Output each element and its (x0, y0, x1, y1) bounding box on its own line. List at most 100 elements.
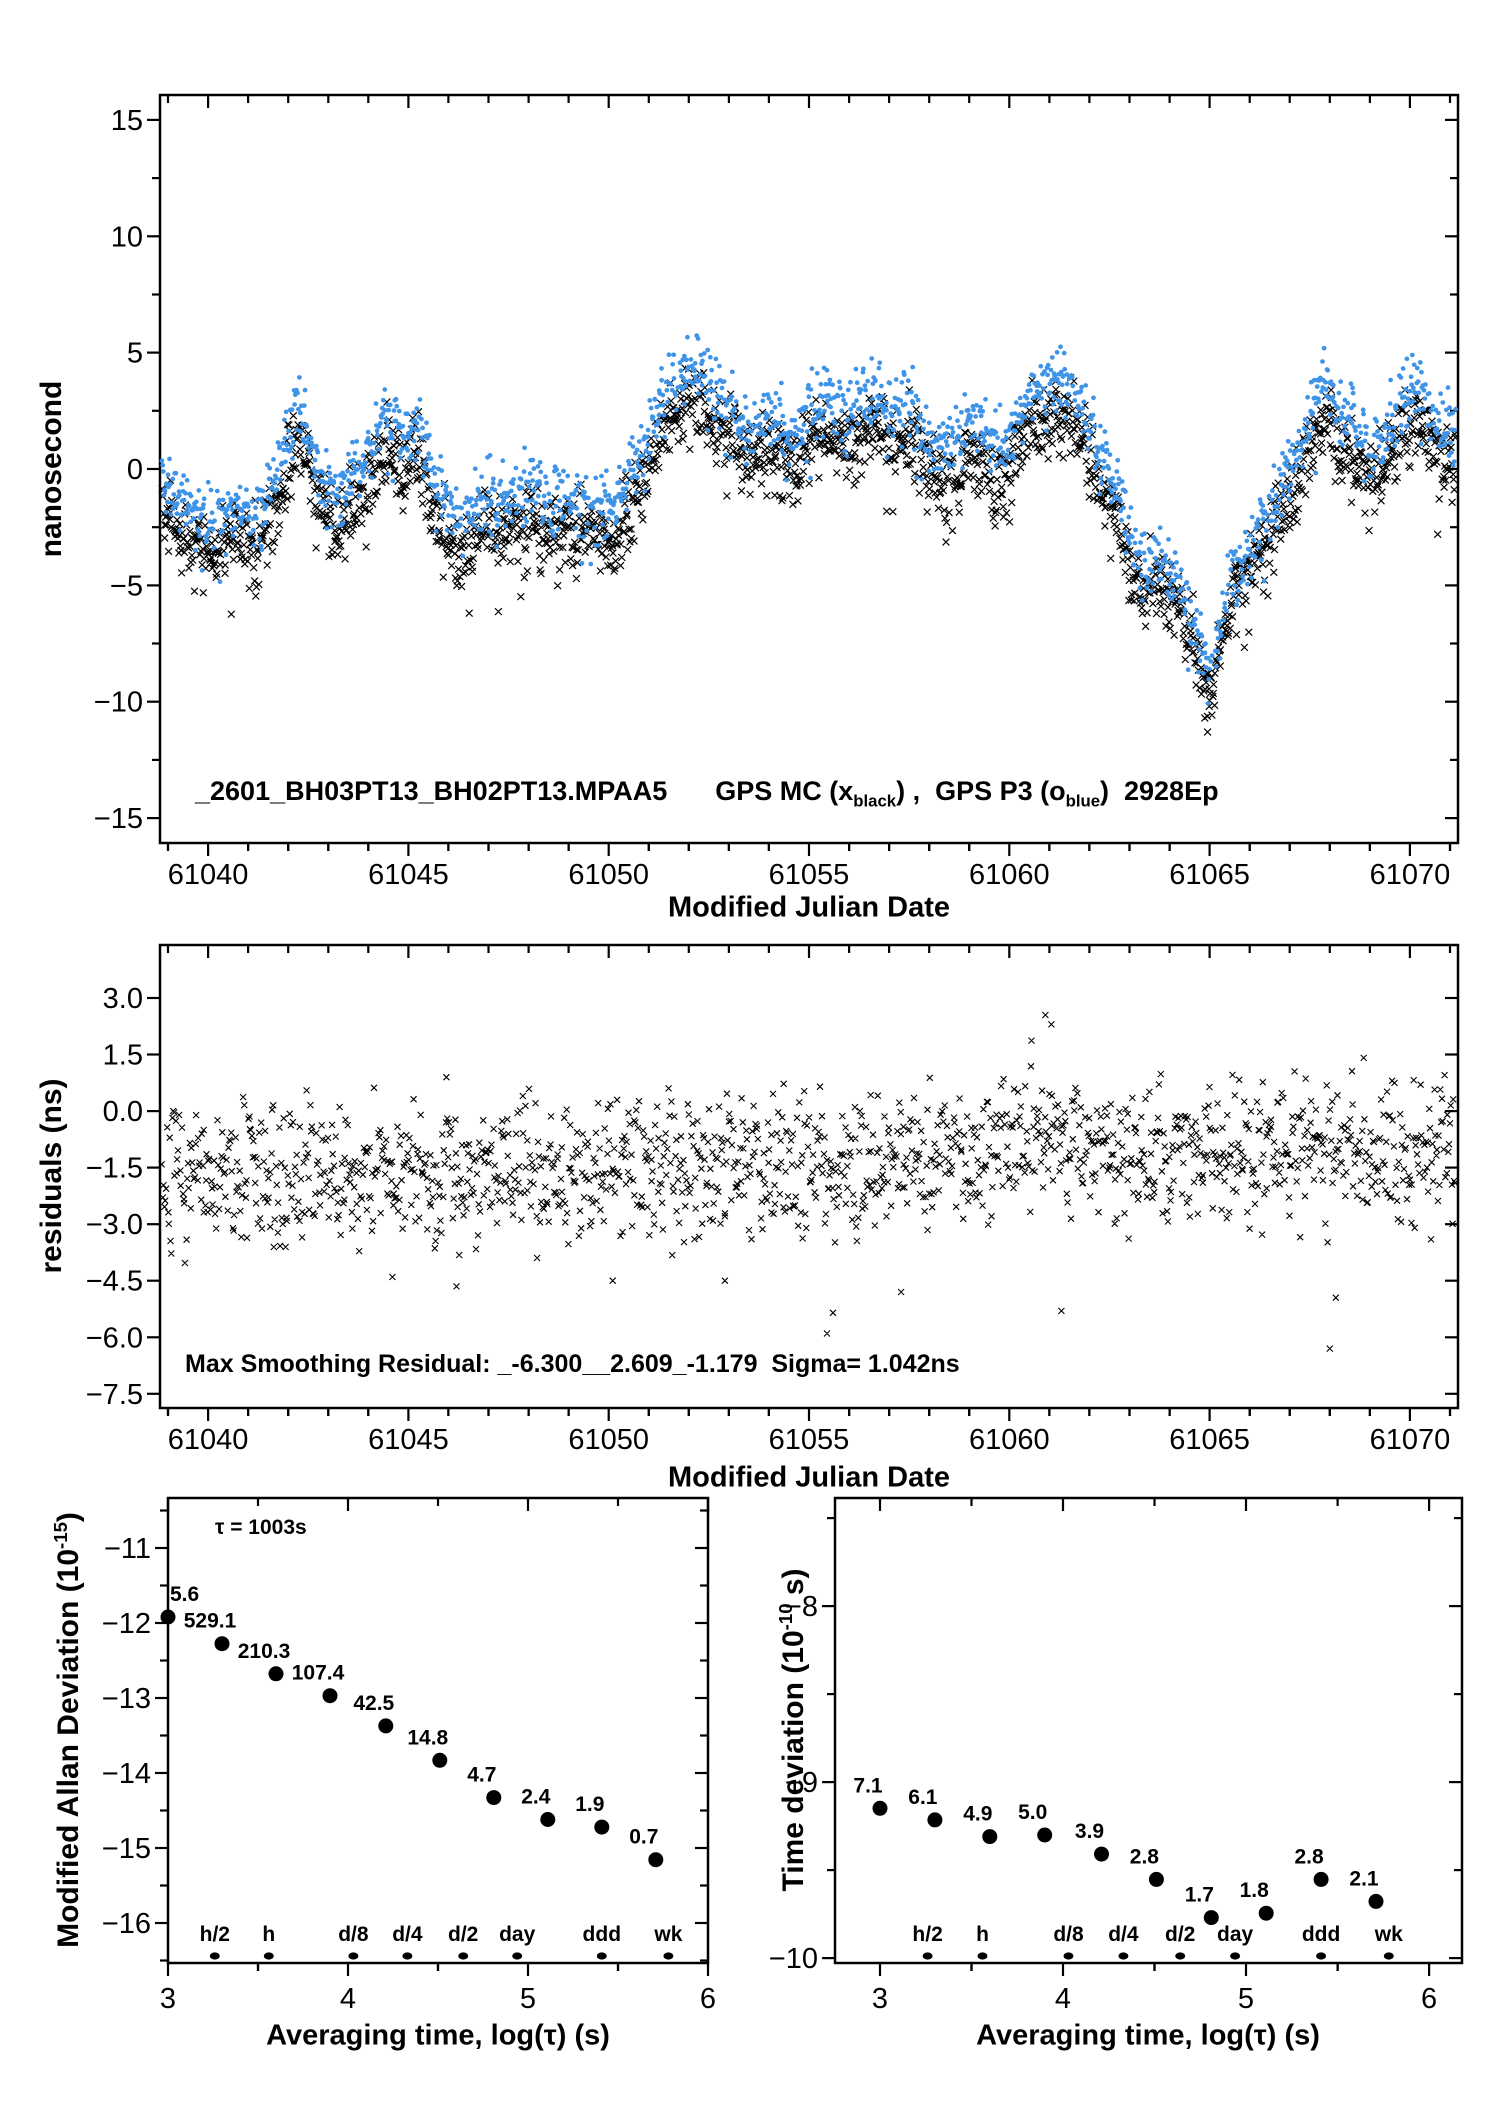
mdev-tau-marker (512, 1952, 523, 1960)
mdev-data-point (378, 1718, 394, 1734)
residuals-xtick-label: 61045 (368, 1424, 449, 1456)
mdev-tau-marker (596, 1952, 607, 1960)
tdev-tau-marker (1118, 1952, 1129, 1960)
tdev-data-point (927, 1812, 943, 1828)
tdev-value-label: 6.1 (908, 1786, 938, 1809)
tdev-tau-label: d/2 (1165, 1923, 1195, 1946)
tdev-tau-label: day (1217, 1923, 1254, 1946)
tdev-tau-label: h/2 (912, 1923, 942, 1946)
mdev-tau-label: ddd (583, 1923, 621, 1946)
phase-ytick-label: 0 (127, 454, 143, 486)
tdev-xlabel: Averaging time, log(τ) (s) (976, 2019, 1320, 2052)
mdev-ytick-label: −14 (102, 1758, 151, 1790)
tdev-tau-label: d/4 (1108, 1923, 1139, 1946)
mdev-tau-label: d/4 (392, 1923, 423, 1946)
top-ylabel: nanosecond (35, 380, 68, 558)
mdev-xtick-label: 3 (160, 1983, 176, 2015)
tdev-data-point (872, 1800, 888, 1816)
mdev-data-point (540, 1812, 556, 1827)
phase-xtick-label: 61055 (769, 859, 850, 891)
mdev-value-label: 0.7 (629, 1826, 658, 1849)
phase-ytick-label: 10 (111, 221, 143, 253)
tdev-data-point (1094, 1846, 1109, 1862)
mdev-value-label: 2.4 (521, 1786, 551, 1809)
phase-ytick-label: −5 (110, 570, 143, 602)
residuals-xtick-label: 61050 (568, 1424, 649, 1456)
phase-blue-dot-series (159, 333, 1459, 706)
tdev-value-label: 1.7 (1185, 1884, 1214, 1907)
tdev-data-point (982, 1829, 998, 1845)
mdev-data-point (322, 1688, 338, 1704)
tdev-data-point (1148, 1871, 1164, 1887)
tdev-tau-marker (1316, 1952, 1327, 1960)
residuals-ytick-label: −6.0 (86, 1322, 143, 1354)
tdev-value-label: 2.8 (1294, 1845, 1324, 1868)
tdev-xtick-label: 3 (872, 1983, 888, 2015)
smoothing-stats-text: Max Smoothing Residual: _-6.300__2.609_-… (185, 1350, 960, 1378)
top-panel-title: _2601_BH03PT13_BH02PT13.MPAA5 GPS MC (xbl… (195, 776, 1219, 811)
tdev-tau-marker (1175, 1952, 1186, 1960)
tdev-data-point (1313, 1871, 1329, 1887)
residuals-xtick-label: 61065 (1169, 1424, 1250, 1456)
mdev-tau-marker (458, 1952, 469, 1960)
mdev-data-point (594, 1819, 610, 1835)
tdev-xtick-label: 4 (1055, 1983, 1071, 2015)
tdev-value-label: 4.9 (963, 1803, 992, 1826)
mdev-xlabel: Averaging time, log(τ) (s) (266, 2019, 610, 2052)
residuals-xtick-label: 61070 (1370, 1424, 1451, 1456)
mdev-xtick-label: 5 (520, 1983, 536, 2015)
dataset-name: _2601_BH03PT13_BH02PT13.MPAA5 (195, 776, 668, 806)
residuals-ytick-label: −1.5 (86, 1153, 143, 1185)
tdev-value-label: 1.8 (1240, 1879, 1270, 1902)
tdev-tau-marker (1383, 1952, 1394, 1960)
mdev-tau-label: wk (653, 1923, 682, 1946)
mdev-ytick-label: −15 (102, 1833, 151, 1865)
tdev-xtick-label: 6 (1421, 1983, 1437, 2015)
phase-xtick-label: 61060 (969, 859, 1050, 891)
tdev-data-point (1037, 1827, 1053, 1843)
residuals-xlabel: Modified Julian Date (668, 1461, 950, 1494)
mdev-data-point (432, 1752, 448, 1768)
tdev-tau-label: h (976, 1923, 989, 1946)
phase-xtick-label: 61070 (1370, 859, 1451, 891)
tdev-ylabel: Time deviation (10-10 s) (775, 1568, 810, 1892)
mdev-value-label: 14.8 (407, 1726, 448, 1749)
mdev-data-point (214, 1636, 230, 1652)
mdev-tau-marker (263, 1952, 274, 1960)
residuals-xtick-label: 61060 (969, 1424, 1050, 1456)
mdev-value-label: 107.4 (292, 1662, 345, 1685)
phase-ytick-label: −15 (94, 803, 143, 835)
mdev-tau-label: day (499, 1923, 536, 1946)
mdev-value-label: 210.3 (238, 1640, 291, 1663)
tdev-ytick-label: −9 (785, 1767, 818, 1799)
mdev-xtick-label: 6 (700, 1983, 716, 2015)
phase-ytick-label: 15 (111, 105, 143, 137)
mdev-tau-label: h/2 (200, 1923, 230, 1946)
tdev-value-label: 2.8 (1130, 1845, 1160, 1868)
mdev-ytick-label: −11 (104, 1533, 151, 1565)
mdev-data-point (160, 1609, 176, 1625)
residuals-xtick-label: 61055 (769, 1424, 850, 1456)
phase-xtick-label: 61045 (368, 859, 449, 891)
mdev-ylabel: Modified Allan Deviation (10-15) (50, 1512, 85, 1948)
phase-black-x-series (158, 364, 1460, 736)
mdev-value-label: 1.9 (575, 1793, 604, 1816)
phase-xtick-label: 61050 (568, 859, 649, 891)
mdev-data-point (268, 1666, 284, 1682)
residuals-xtick-label: 61040 (168, 1424, 249, 1456)
tdev-xtick-label: 5 (1238, 1983, 1254, 2015)
mdev-xtick-label: 4 (340, 1983, 356, 2015)
residuals-x-series (158, 1011, 1459, 1352)
tdev-tau-label: wk (1374, 1923, 1403, 1946)
residuals-ytick-label: 0.0 (103, 1096, 143, 1128)
tdev-tau-label: d/8 (1053, 1923, 1084, 1946)
mdev-tau-label: d/8 (338, 1923, 369, 1946)
mdev-tau-marker (209, 1952, 220, 1960)
residuals-ytick-label: −4.5 (86, 1266, 143, 1298)
tau-annotation: τ = 1003s (215, 1516, 307, 1539)
mdev-value-label: 4.7 (467, 1764, 496, 1787)
mdev-ytick-label: −13 (102, 1683, 151, 1715)
mdev-tau-label: h (262, 1923, 275, 1946)
